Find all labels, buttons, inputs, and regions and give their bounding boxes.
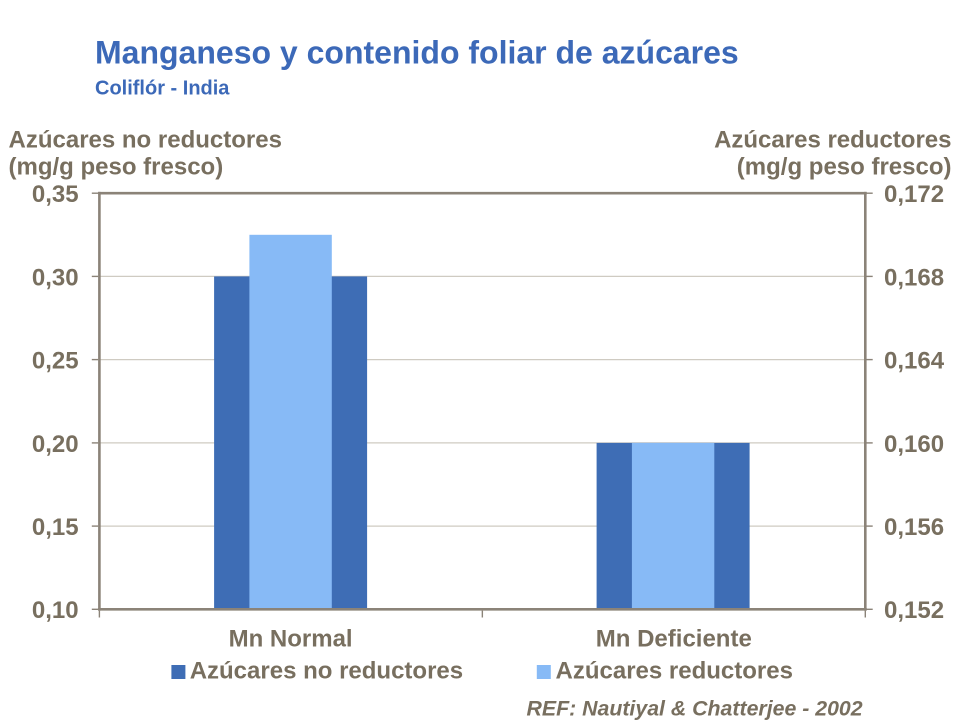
svg-text:Azúcares reductores: Azúcares reductores xyxy=(556,658,793,685)
svg-text:Coliflór - India: Coliflór - India xyxy=(95,78,230,100)
svg-text:0,10: 0,10 xyxy=(32,597,79,624)
svg-text:Azúcares reductores: Azúcares reductores xyxy=(714,127,951,154)
svg-text:Azúcares no reductores: Azúcares no reductores xyxy=(9,127,282,154)
svg-text:Manganeso y contenido foliar d: Manganeso y contenido foliar de azúcares xyxy=(95,34,739,70)
svg-text:REF: Nautiyal & Chatterjee - 2: REF: Nautiyal & Chatterjee - 2002 xyxy=(527,697,863,720)
svg-text:Azúcares no reductores: Azúcares no reductores xyxy=(190,658,463,685)
svg-text:Mn Normal: Mn Normal xyxy=(229,625,353,652)
svg-text:0,160: 0,160 xyxy=(884,431,944,458)
svg-text:(mg/g peso fresco): (mg/g peso fresco) xyxy=(9,154,224,181)
svg-text:0,172: 0,172 xyxy=(884,181,944,208)
svg-text:0,15: 0,15 xyxy=(32,514,79,541)
svg-text:0,152: 0,152 xyxy=(884,597,944,624)
svg-text:0,35: 0,35 xyxy=(32,181,79,208)
svg-text:0,168: 0,168 xyxy=(884,264,944,291)
svg-text:(mg/g peso fresco): (mg/g peso fresco) xyxy=(737,154,952,181)
svg-text:0,156: 0,156 xyxy=(884,514,944,541)
svg-text:0,30: 0,30 xyxy=(32,264,79,291)
svg-text:0,164: 0,164 xyxy=(884,348,945,375)
svg-text:0,20: 0,20 xyxy=(32,431,79,458)
svg-text:Mn Deficiente: Mn Deficiente xyxy=(596,625,752,652)
svg-text:0,25: 0,25 xyxy=(32,348,79,375)
